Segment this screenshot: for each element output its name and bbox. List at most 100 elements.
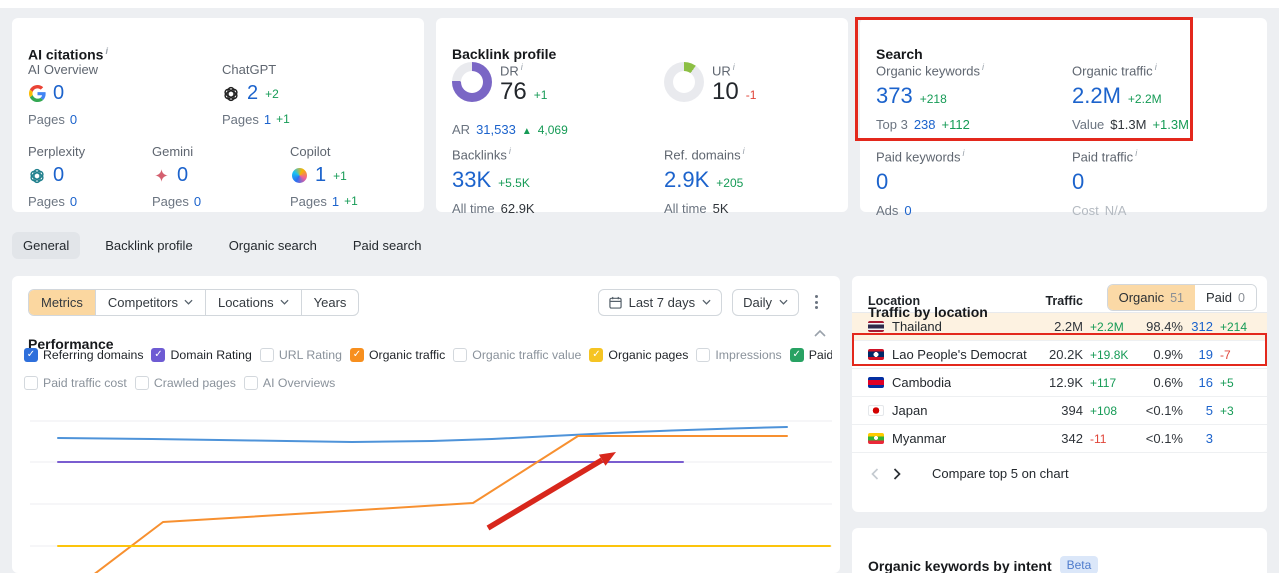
performance-title: Performance (28, 336, 114, 352)
ur-donut-gauge (664, 62, 704, 102)
ai-item-label: Perplexity (28, 144, 86, 159)
copilot-icon (290, 167, 308, 185)
ai-item-value[interactable]: 1 (315, 164, 327, 186)
ur-label: UR i (712, 62, 735, 79)
backlink-stat: Backlinks i 33K +5.5K All time 62.9K (452, 146, 642, 216)
stat-value[interactable]: 373 (876, 83, 913, 109)
metric-checkbox-referring-domains[interactable]: ✓ Referring domains (24, 348, 143, 362)
next-page-icon[interactable] (893, 467, 902, 480)
ai-item-value-row: 0 (28, 164, 168, 187)
perplexity-icon (28, 167, 46, 185)
filter-segmented-control: Metrics Competitors Locations Years (28, 288, 360, 316)
dr-donut-gauge (452, 62, 492, 102)
stat-delta: +5.5K (498, 176, 530, 191)
ai-citation-item: ChatGPT 2 +2 Pages 1 +1 (222, 62, 362, 127)
filter-segment-locations[interactable]: Locations (206, 289, 302, 315)
traffic-delta: +117 (1090, 375, 1117, 390)
kebab-menu-icon[interactable] (809, 291, 824, 313)
ar-value[interactable]: 31,533 (476, 122, 516, 137)
metric-checkbox-impressions[interactable]: Impressions (696, 348, 782, 362)
keywords-value[interactable]: 16 (1198, 375, 1213, 390)
prev-page-icon[interactable] (870, 467, 879, 480)
metric-checkbox-domain-rating[interactable]: ✓ Domain Rating (151, 348, 252, 362)
ai-item-pages: Pages 0 (28, 112, 78, 127)
keywords-value[interactable]: 5 (1205, 403, 1213, 418)
stat-value[interactable]: 0 (1072, 169, 1085, 195)
ai-item-delta: +2 (265, 86, 279, 101)
organic-paid-toggle: Organic 51 Paid 0 (1106, 284, 1257, 311)
compare-top5-link[interactable]: Compare top 5 on chart (932, 466, 1069, 481)
metric-checkbox-ai-overviews[interactable]: AI Overviews (243, 376, 335, 390)
keywords-value[interactable]: 19 (1198, 347, 1213, 362)
stat-label: Paid keywords i (876, 148, 965, 165)
share-value: <0.1% (1145, 403, 1183, 418)
chevron-down-icon (779, 299, 788, 305)
filter-segment-competitors[interactable]: Competitors (96, 289, 206, 315)
tab-general[interactable]: General (12, 232, 81, 259)
ai-item-value[interactable]: 0 (53, 82, 65, 104)
keywords-delta: +5 (1220, 375, 1234, 390)
stat-delta: +218 (919, 92, 947, 107)
collapse-chevron-up-icon[interactable] (814, 324, 826, 342)
metric-checkbox-organic-traffic[interactable]: ✓ Organic traffic (349, 348, 445, 362)
chevron-down-icon (280, 299, 289, 305)
tab-organic-search[interactable]: Organic search (228, 238, 317, 253)
ai-item-value[interactable]: 2 (247, 82, 259, 104)
backlink-profile-title: Backlink profile (452, 46, 557, 62)
traffic-delta: -11 (1090, 431, 1107, 446)
checkbox-icon (243, 376, 258, 390)
stat-value[interactable]: 2.9K (664, 167, 710, 193)
location-name: Thailand (892, 319, 942, 334)
toggle-organic[interactable]: Organic 51 (1107, 285, 1196, 310)
location-row-myanmar[interactable]: Myanmar 342 -11 <0.1% 3 (852, 425, 1267, 453)
keywords-value[interactable]: 312 (1191, 319, 1213, 334)
metric-checkbox-crawled-pages[interactable]: Crawled pages (134, 376, 236, 390)
ai-item-delta: +1 (333, 168, 347, 183)
stat-subline: Ads 0 (876, 203, 912, 219)
ai-item-pages: Pages 1 +1 (290, 194, 358, 209)
traffic-value: 394 (1061, 403, 1083, 418)
location-row-japan[interactable]: Japan 394 +108 <0.1% 5 +3 (852, 397, 1267, 425)
metric-checkbox-paid-traffic-cost[interactable]: Paid traffic cost (24, 376, 127, 390)
share-value: <0.1% (1145, 431, 1183, 446)
stat-subline: Top 3 238 +112 (876, 117, 970, 133)
backlink-stat: Ref. domains i 2.9K +205 All time 5K (664, 146, 854, 216)
info-icon: i (732, 62, 735, 72)
metric-checkbox-url-rating[interactable]: URL Rating (259, 348, 342, 362)
traffic-delta: +2.2M (1090, 319, 1124, 334)
checkbox-icon: ✓ (24, 348, 38, 362)
stat-value[interactable]: 33K (452, 167, 492, 193)
location-row-laos[interactable]: Lao People's Democratic Reput 20.2K +19.8K… (852, 341, 1267, 369)
metric-checkbox-organic-pages[interactable]: ✓ Organic pages (589, 348, 688, 362)
keywords-delta: +3 (1220, 403, 1234, 418)
date-range-button[interactable]: Last 7 days (597, 288, 723, 316)
stat-value[interactable]: 2.2M (1072, 83, 1121, 109)
col-location[interactable]: Location (868, 294, 921, 308)
gemini-icon (152, 167, 170, 185)
tab-backlink-profile[interactable]: Backlink profile (105, 238, 193, 253)
granularity-button[interactable]: Daily (732, 288, 799, 316)
traffic-value: 2.2M (1054, 319, 1083, 334)
stat-value[interactable]: 0 (876, 169, 889, 195)
chevron-down-icon (702, 299, 711, 305)
col-traffic[interactable]: Traffic (1045, 294, 1083, 308)
tab-paid-search[interactable]: Paid search (352, 238, 422, 253)
location-row-cambodia[interactable]: Cambodia 12.9K +117 0.6% 16 +5 (852, 369, 1267, 397)
stat-subline: All time 62.9K (452, 201, 535, 217)
ai-item-value[interactable]: 0 (53, 164, 65, 186)
ai-citations-title: AI citations i (28, 46, 108, 63)
metric-checkbox-paid-traffic[interactable]: ✓Paid traffic (789, 348, 832, 362)
location-row-thailand[interactable]: Thailand 2.2M +2.2M 98.4% 312 +214 (852, 313, 1267, 341)
ai-item-value[interactable]: 0 (177, 164, 189, 186)
series-organic-traffic (94, 435, 788, 573)
chatgpt-icon (222, 85, 240, 103)
filter-segment-years[interactable]: Years (313, 294, 347, 310)
toggle-paid[interactable]: Paid 0 (1195, 285, 1256, 310)
filter-segment-metrics[interactable]: Metrics (29, 289, 96, 315)
ai-citation-item: Gemini 0 Pages 0 (152, 144, 292, 209)
performance-line-chart[interactable] (12, 386, 840, 573)
metric-checkbox-row-1: ✓ Referring domains ✓ Domain Rating URL Rati… (24, 348, 832, 362)
share-value: 98.4% (1146, 319, 1183, 334)
keywords-value[interactable]: 3 (1205, 431, 1213, 446)
metric-checkbox-organic-traffic-value[interactable]: Organic traffic value (453, 348, 581, 362)
